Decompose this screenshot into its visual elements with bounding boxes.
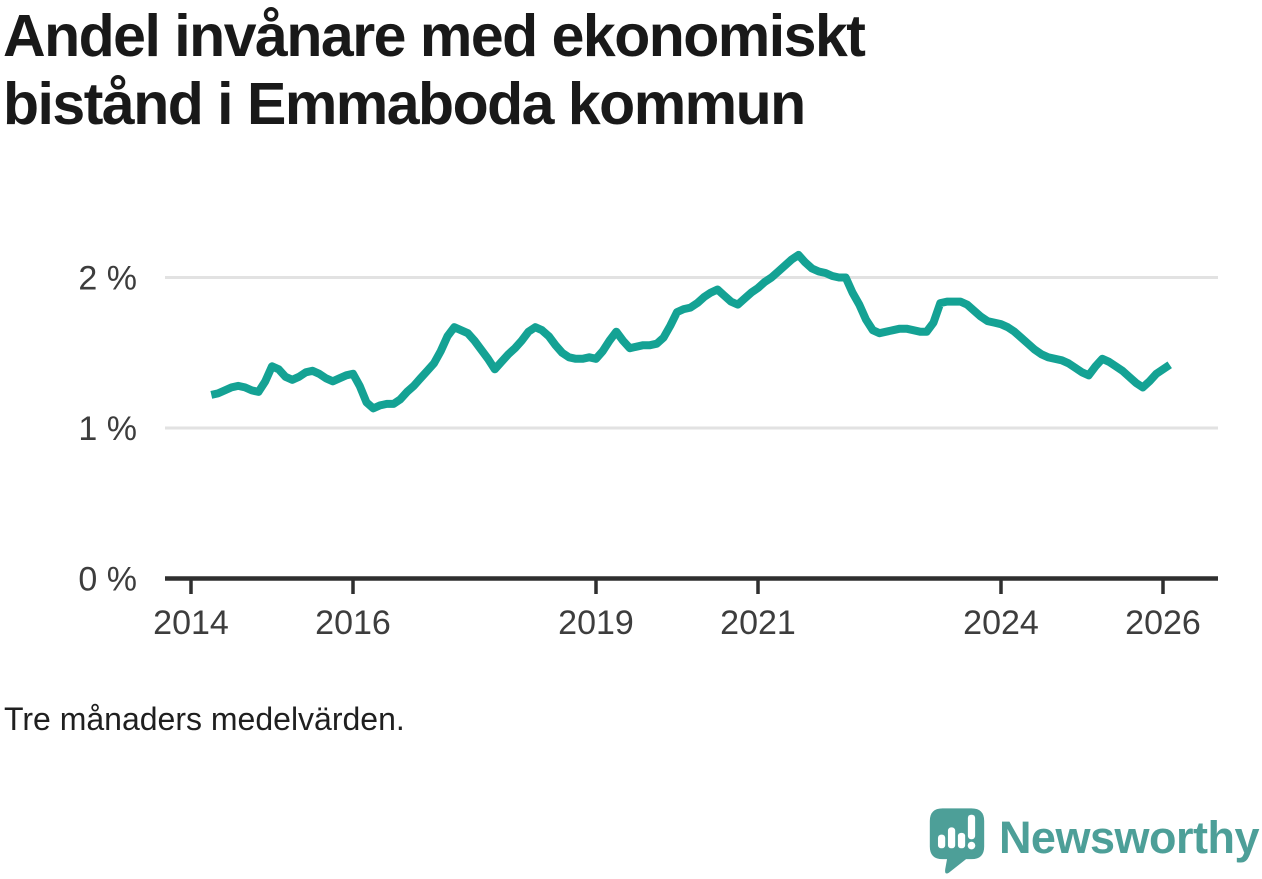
x-tick-label: 2024 (963, 604, 1039, 642)
newsworthy-brand: Newsworthy (928, 806, 1260, 876)
newsworthy-brand-name: Newsworthy (998, 812, 1260, 863)
x-tick-label: 2016 (315, 604, 391, 642)
x-tick-label: 2014 (153, 604, 229, 642)
chart-footnote: Tre månaders medelvärden. (4, 701, 405, 737)
x-tick-label: 2026 (1125, 604, 1201, 642)
line-chart: 0 % 1 % 2 % 2014 2016 2019 2021 2024 2026 (78, 250, 1218, 642)
y-tick-label: 2 % (78, 260, 137, 298)
x-tick-label: 2021 (720, 604, 796, 642)
y-tick-label: 1 % (78, 410, 137, 448)
chart-title-line1: Andel invånare med ekonomiskt (3, 3, 866, 69)
data-line-ekonomiskt-bistand (210, 250, 1172, 413)
chart-title-line2: bistånd i Emmaboda kommun (3, 71, 806, 137)
newsworthy-speech-bubble-bar-chart-icon (929, 808, 985, 874)
chart-title: Andel invånare med ekonomiskt bistånd i … (3, 2, 1103, 138)
y-tick-label: 0 % (78, 561, 137, 599)
x-tick-label: 2019 (558, 604, 634, 642)
